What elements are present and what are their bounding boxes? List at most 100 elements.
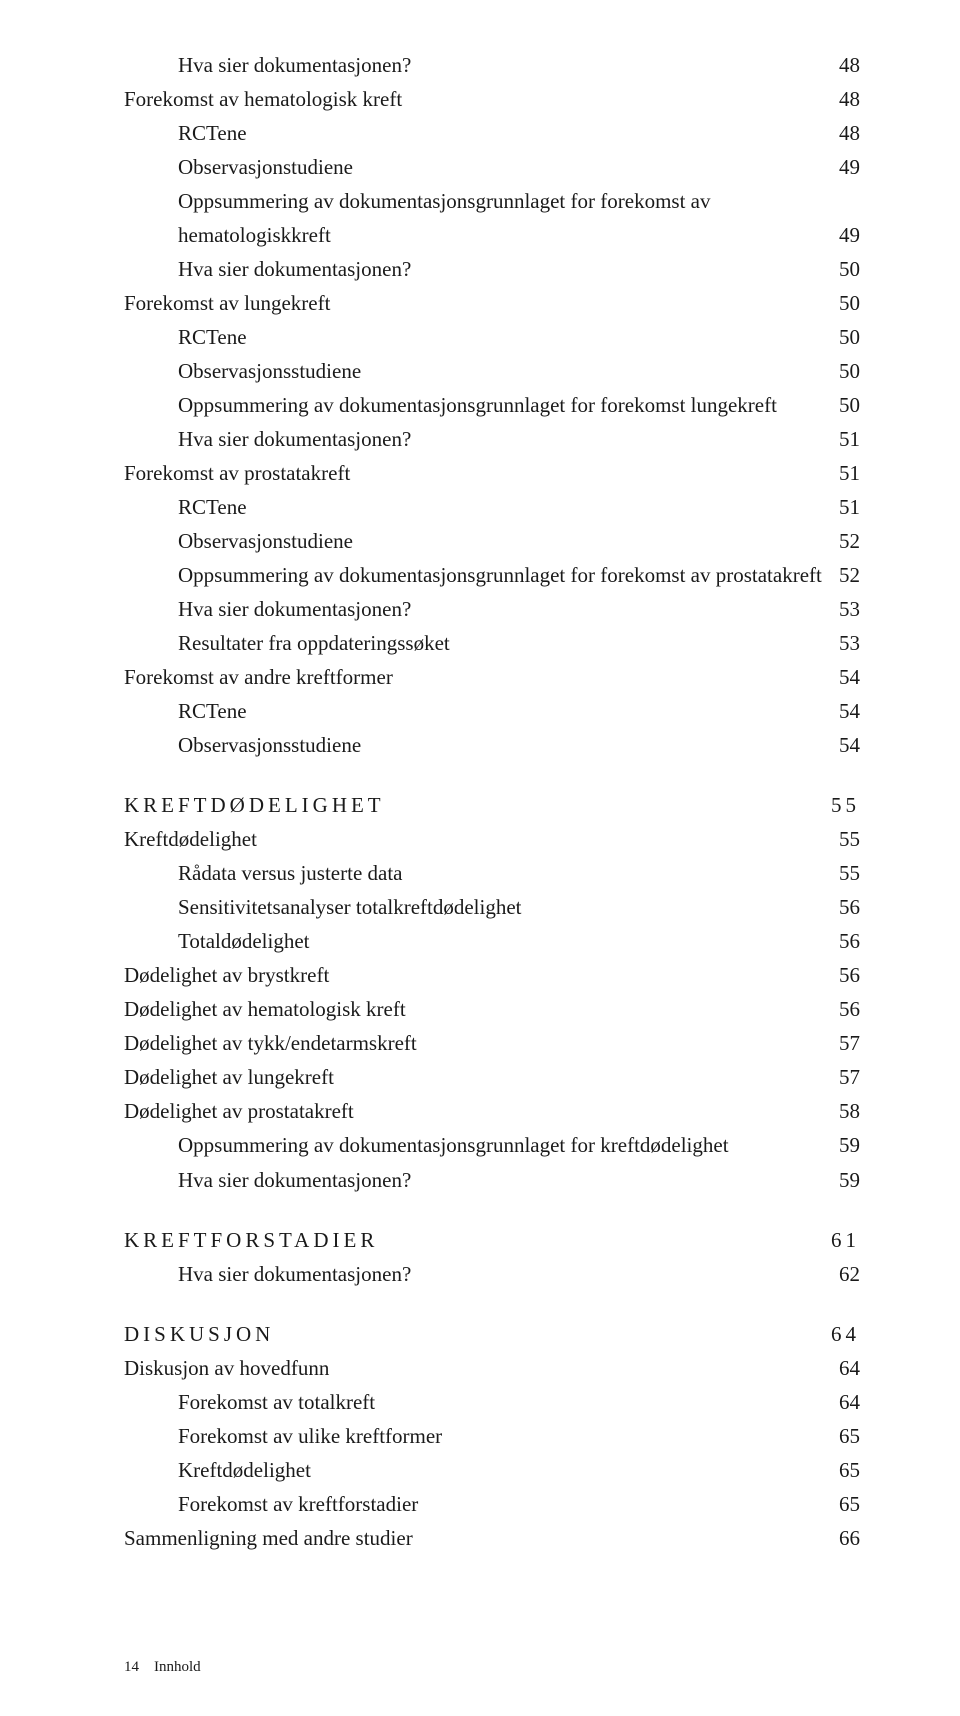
toc-entry-page: 52 bbox=[821, 524, 860, 558]
toc-entry-label: Forekomst av totalkreft bbox=[178, 1385, 821, 1419]
toc-entry-label: Sensitivitetsanalyser totalkreftdødeligh… bbox=[178, 890, 821, 924]
toc-entry-page: 50 bbox=[821, 388, 860, 422]
toc-entry-label: Hva sier dokumentasjonen? bbox=[178, 48, 821, 82]
toc-entry-page: 57 bbox=[821, 1026, 860, 1060]
toc-entry-label: Observasjonsstudiene bbox=[178, 728, 821, 762]
toc-entry: Hva sier dokumentasjonen?53 bbox=[124, 592, 860, 626]
toc-entry-label: hematologiskkreft bbox=[178, 218, 821, 252]
toc-entry-page: 59 bbox=[821, 1128, 860, 1162]
toc-entry: Totaldødelighet56 bbox=[124, 924, 860, 958]
footer-label: Innhold bbox=[154, 1659, 201, 1675]
toc-entry: Dødelighet av brystkreft56 bbox=[124, 958, 860, 992]
toc-entry: Observasjonsstudiene50 bbox=[124, 354, 860, 388]
toc-entry-label: RCTene bbox=[178, 116, 821, 150]
toc-entry: Oppsummering av dokumentasjonsgrunnlaget… bbox=[124, 1128, 860, 1162]
toc-entry: RCTene51 bbox=[124, 490, 860, 524]
toc-entry-label: Observasjonsstudiene bbox=[178, 354, 821, 388]
toc-entry-label: Forekomst av andre kreftformer bbox=[124, 660, 821, 694]
toc-entry-page: 61 bbox=[813, 1223, 860, 1257]
toc-section-head: KREFTDØDELIGHET55 bbox=[124, 788, 860, 822]
toc-entry-page: 64 bbox=[821, 1351, 860, 1385]
toc-entry-label: Hva sier dokumentasjonen? bbox=[178, 422, 821, 456]
toc-entry: Dødelighet av lungekreft57 bbox=[124, 1060, 860, 1094]
toc-entry-label: Hva sier dokumentasjonen? bbox=[178, 592, 821, 626]
toc-entry: RCTene48 bbox=[124, 116, 860, 150]
toc-entry-label: Dødelighet av hematologisk kreft bbox=[124, 992, 821, 1026]
toc-entry-label: Diskusjon av hovedfunn bbox=[124, 1351, 821, 1385]
toc-entry-label: Forekomst av prostatakreft bbox=[124, 456, 821, 490]
toc-entry-page: 65 bbox=[821, 1419, 860, 1453]
toc-entry: Sammenligning med andre studier66 bbox=[124, 1521, 860, 1555]
toc-entry: Sensitivitetsanalyser totalkreftdødeligh… bbox=[124, 890, 860, 924]
toc-entry-label: Forekomst av lungekreft bbox=[124, 286, 821, 320]
toc-entry-label: Hva sier dokumentasjonen? bbox=[178, 1257, 821, 1291]
toc-entry-page: 56 bbox=[821, 992, 860, 1026]
toc-entry: Dødelighet av hematologisk kreft56 bbox=[124, 992, 860, 1026]
toc-section-head: DISKUSJON64 bbox=[124, 1317, 860, 1351]
toc-entry-label: KREFTDØDELIGHET bbox=[124, 788, 813, 822]
toc-entry-page: 54 bbox=[821, 660, 860, 694]
toc-entry-page: 52 bbox=[839, 558, 860, 592]
toc-entry: Resultater fra oppdateringssøket53 bbox=[124, 626, 860, 660]
toc-entry-page: 66 bbox=[821, 1521, 860, 1555]
toc-entry-label: Forekomst av ulike kreftformer bbox=[178, 1419, 821, 1453]
toc-entry: Dødelighet av prostatakreft58 bbox=[124, 1094, 860, 1128]
toc-entry-label: Dødelighet av prostatakreft bbox=[124, 1094, 821, 1128]
toc-entry: Hva sier dokumentasjonen?51 bbox=[124, 422, 860, 456]
table-of-contents: Hva sier dokumentasjonen?48Forekomst av … bbox=[124, 48, 860, 1555]
toc-entry-label: Hva sier dokumentasjonen? bbox=[178, 252, 821, 286]
toc-entry: Oppsummering av dokumentasjonsgrunnlaget… bbox=[124, 558, 860, 592]
toc-entry: RCTene54 bbox=[124, 694, 860, 728]
toc-entry-page: 50 bbox=[821, 320, 860, 354]
toc-entry: Forekomst av totalkreft64 bbox=[124, 1385, 860, 1419]
toc-entry: Hva sier dokumentasjonen?48 bbox=[124, 48, 860, 82]
toc-entry-label: Forekomst av kreftforstadier bbox=[178, 1487, 821, 1521]
toc-entry: Oppsummering av dokumentasjonsgrunnlaget… bbox=[124, 184, 860, 218]
toc-entry-page: 48 bbox=[821, 82, 860, 116]
toc-entry-page: 56 bbox=[821, 924, 860, 958]
toc-entry: hematologiskkreft49 bbox=[124, 218, 860, 252]
footer-separator bbox=[143, 1659, 151, 1675]
toc-entry-page: 59 bbox=[821, 1163, 860, 1197]
toc-entry-page: 51 bbox=[821, 490, 860, 524]
toc-entry-label: Dødelighet av tykk/endetarmskreft bbox=[124, 1026, 821, 1060]
toc-entry: Forekomst av hematologisk kreft48 bbox=[124, 82, 860, 116]
toc-entry-page: 54 bbox=[821, 728, 860, 762]
toc-entry: Diskusjon av hovedfunn64 bbox=[124, 1351, 860, 1385]
toc-entry: Forekomst av andre kreftformer54 bbox=[124, 660, 860, 694]
toc-entry-page: 51 bbox=[821, 422, 860, 456]
toc-entry: Forekomst av kreftforstadier65 bbox=[124, 1487, 860, 1521]
toc-entry-page: 55 bbox=[813, 788, 860, 822]
toc-entry: Oppsummering av dokumentasjonsgrunnlaget… bbox=[124, 388, 860, 422]
toc-entry-page: 64 bbox=[813, 1317, 860, 1351]
toc-entry-label: Observasjonstudiene bbox=[178, 150, 821, 184]
toc-entry-page: 65 bbox=[821, 1453, 860, 1487]
toc-entry-label: Oppsummering av dokumentasjonsgrunnlaget… bbox=[178, 1128, 821, 1162]
toc-entry: Observasjonstudiene52 bbox=[124, 524, 860, 558]
toc-entry-page: 50 bbox=[821, 252, 860, 286]
toc-entry-page: 56 bbox=[821, 890, 860, 924]
toc-entry: Dødelighet av tykk/endetarmskreft57 bbox=[124, 1026, 860, 1060]
toc-entry-page: 50 bbox=[821, 354, 860, 388]
toc-entry: Forekomst av ulike kreftformer65 bbox=[124, 1419, 860, 1453]
toc-entry-page: 56 bbox=[821, 958, 860, 992]
toc-entry-label: Forekomst av hematologisk kreft bbox=[124, 82, 821, 116]
toc-entry: Observasjonsstudiene54 bbox=[124, 728, 860, 762]
toc-entry: Rådata versus justerte data55 bbox=[124, 856, 860, 890]
toc-entry-page: 57 bbox=[821, 1060, 860, 1094]
toc-entry: Kreftdødelighet55 bbox=[124, 822, 860, 856]
toc-entry: Hva sier dokumentasjonen?62 bbox=[124, 1257, 860, 1291]
toc-entry-label: Observasjonstudiene bbox=[178, 524, 821, 558]
toc-entry-page: 53 bbox=[821, 626, 860, 660]
toc-entry-page: 55 bbox=[821, 822, 860, 856]
toc-section-head: KREFTFORSTADIER61 bbox=[124, 1223, 860, 1257]
toc-entry-page: 62 bbox=[821, 1257, 860, 1291]
toc-entry-label: Resultater fra oppdateringssøket bbox=[178, 626, 821, 660]
toc-entry: Kreftdødelighet65 bbox=[124, 1453, 860, 1487]
toc-entry-label: Sammenligning med andre studier bbox=[124, 1521, 821, 1555]
toc-entry: Observasjonstudiene49 bbox=[124, 150, 860, 184]
toc-entry: Forekomst av lungekreft50 bbox=[124, 286, 860, 320]
toc-entry-label: Kreftdødelighet bbox=[124, 822, 821, 856]
toc-entry-page: 50 bbox=[821, 286, 860, 320]
toc-entry-page: 58 bbox=[821, 1094, 860, 1128]
